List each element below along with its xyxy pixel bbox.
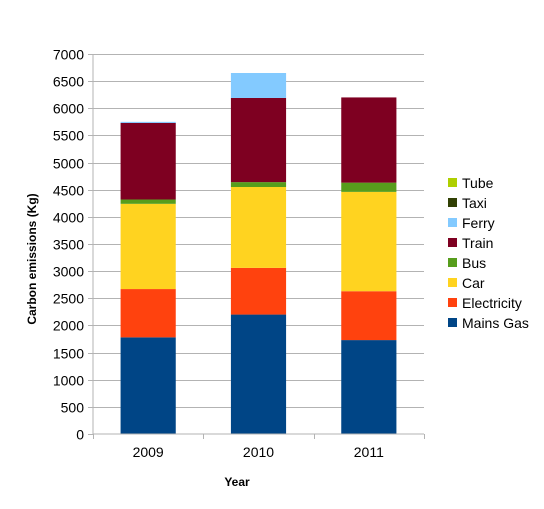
y-tick-label: 6000 bbox=[53, 101, 84, 117]
x-tick-label: 2009 bbox=[133, 444, 164, 460]
y-tick-label: 3000 bbox=[53, 264, 84, 280]
bar-segment bbox=[120, 337, 176, 434]
x-tick-label: 2010 bbox=[243, 444, 274, 460]
x-axis-title: Year bbox=[224, 475, 250, 489]
legend-label: Tube bbox=[462, 175, 494, 191]
bar-segment bbox=[341, 291, 397, 341]
y-tick-label: 4500 bbox=[53, 183, 84, 199]
x-tick-label: 2011 bbox=[354, 444, 384, 460]
bar-segment bbox=[230, 314, 287, 434]
bar-segment bbox=[230, 182, 287, 187]
bar-segment bbox=[230, 73, 287, 98]
y-axis-title: Carbon emissions (Kg) bbox=[25, 193, 39, 324]
y-tick-label: 6500 bbox=[53, 74, 84, 90]
bar-segment bbox=[120, 289, 176, 338]
x-tick-labels: 2009 2010 2011 bbox=[93, 434, 425, 460]
legend-label: Ferry bbox=[462, 215, 495, 231]
bars bbox=[120, 73, 397, 434]
y-tick-label: 2500 bbox=[53, 291, 84, 307]
y-tick-labels: 0 500 1000 1500 2000 2500 3000 3500 4000 4500 5000… bbox=[53, 47, 84, 443]
legend-swatch bbox=[448, 258, 457, 267]
y-tick-label: 7000 bbox=[53, 47, 84, 63]
bar-segment bbox=[341, 191, 397, 292]
bar-segment bbox=[230, 97, 287, 183]
legend-swatch bbox=[448, 218, 457, 227]
y-tick-label: 1000 bbox=[53, 373, 84, 389]
y-tick-label: 2000 bbox=[53, 318, 84, 334]
legend-label: Train bbox=[462, 235, 493, 251]
legend-swatch bbox=[448, 278, 457, 287]
legend-swatch bbox=[448, 298, 457, 307]
y-tick-label: 1500 bbox=[53, 346, 84, 362]
y-tick-label: 5500 bbox=[53, 128, 84, 144]
bar-segment bbox=[230, 267, 287, 315]
axes bbox=[92, 54, 424, 435]
legend: Tube Taxi Ferry Train Bus Car Electricity Mains… bbox=[448, 175, 529, 331]
legend-label: Car bbox=[462, 275, 485, 291]
bar-segment bbox=[341, 182, 397, 192]
y-tick-label: 500 bbox=[61, 400, 85, 416]
bar-segment bbox=[341, 97, 397, 183]
bar-segment bbox=[230, 187, 287, 268]
bar-segment bbox=[120, 203, 176, 290]
bar-segment bbox=[120, 199, 176, 204]
legend-label: Bus bbox=[462, 255, 486, 271]
legend-label: Taxi bbox=[462, 195, 487, 211]
y-tick-label: 4000 bbox=[53, 210, 84, 226]
legend-swatch bbox=[448, 238, 457, 247]
legend-label: Electricity bbox=[462, 295, 522, 311]
bar-segment bbox=[120, 122, 176, 200]
bar-segment bbox=[341, 340, 397, 434]
legend-swatch bbox=[448, 318, 457, 327]
y-tick-label: 5000 bbox=[53, 156, 84, 172]
bar-segment bbox=[120, 121, 176, 123]
legend-swatch bbox=[448, 198, 457, 207]
legend-swatch bbox=[448, 178, 457, 187]
y-tick-label: 0 bbox=[76, 427, 84, 443]
y-tick-label: 3500 bbox=[53, 237, 84, 253]
legend-label: Mains Gas bbox=[462, 315, 529, 331]
